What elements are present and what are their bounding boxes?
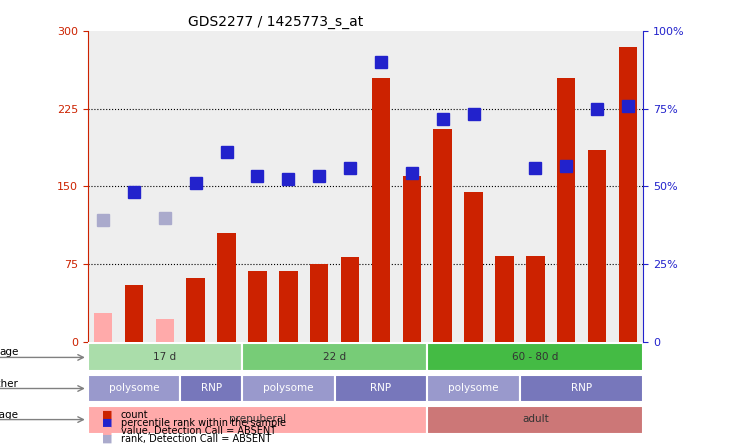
Text: percentile rank within the sample: percentile rank within the sample — [121, 418, 286, 428]
Bar — [618, 47, 637, 342]
Y-axis label: other: other — [0, 378, 18, 388]
Bar — [249, 271, 267, 342]
Text: polysome: polysome — [448, 383, 499, 393]
Bar — [88, 406, 427, 434]
Bar — [403, 176, 421, 342]
Bar — [279, 271, 298, 342]
Text: 22 d: 22 d — [323, 352, 346, 362]
Bar — [310, 264, 328, 342]
Text: ■: ■ — [102, 418, 113, 428]
Text: polysome: polysome — [109, 383, 159, 393]
Bar — [88, 375, 181, 403]
Bar — [427, 406, 643, 434]
Text: RNP: RNP — [200, 383, 221, 393]
Bar — [371, 78, 390, 342]
Bar — [495, 256, 514, 342]
Text: ■: ■ — [102, 434, 113, 444]
Bar — [242, 344, 427, 371]
Text: value, Detection Call = ABSENT: value, Detection Call = ABSENT — [121, 426, 276, 436]
Bar — [464, 192, 482, 342]
Y-axis label: development stage: development stage — [0, 409, 18, 420]
Text: GDS2277 / 1425773_s_at: GDS2277 / 1425773_s_at — [188, 15, 363, 29]
Bar — [88, 344, 242, 371]
Y-axis label: age: age — [0, 347, 18, 357]
Bar — [125, 285, 143, 342]
Text: ■: ■ — [102, 410, 113, 420]
Bar — [341, 257, 360, 342]
Bar — [526, 256, 545, 342]
Bar — [433, 130, 452, 342]
Bar — [217, 233, 236, 342]
Bar — [156, 319, 174, 342]
Bar — [94, 313, 113, 342]
Bar — [186, 278, 205, 342]
Bar — [181, 375, 242, 403]
Text: count: count — [121, 410, 148, 420]
Bar — [427, 344, 643, 371]
Text: 60 - 80 d: 60 - 80 d — [512, 352, 558, 362]
Text: ■: ■ — [102, 426, 113, 436]
Text: RNP: RNP — [371, 383, 392, 393]
Text: 17 d: 17 d — [154, 352, 176, 362]
Bar — [588, 150, 606, 342]
Text: rank, Detection Call = ABSENT: rank, Detection Call = ABSENT — [121, 434, 271, 444]
Text: polysome: polysome — [263, 383, 314, 393]
Text: prepuberal: prepuberal — [229, 414, 286, 424]
Text: RNP: RNP — [571, 383, 592, 393]
Bar — [242, 375, 335, 403]
Text: adult: adult — [522, 414, 549, 424]
Bar — [335, 375, 427, 403]
Bar — [427, 375, 520, 403]
Bar — [520, 375, 643, 403]
Bar — [557, 78, 575, 342]
